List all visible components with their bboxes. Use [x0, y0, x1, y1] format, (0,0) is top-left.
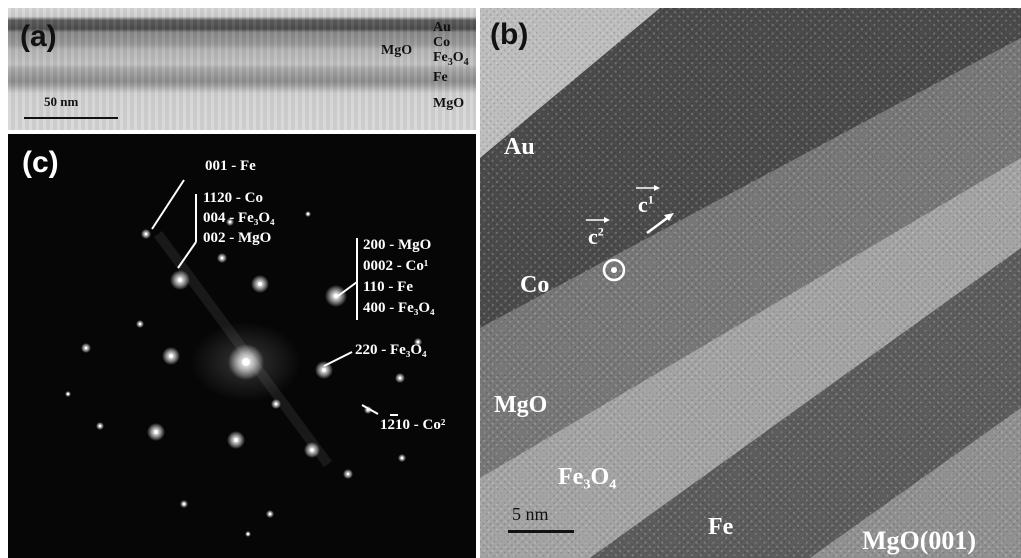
overbar-1: [390, 414, 398, 416]
layer-label-mgo-bottom: MgO: [433, 96, 465, 111]
scale-bar-b: [508, 530, 574, 533]
diffraction-spot-core: [66, 392, 70, 396]
layer-label-fe: Fe: [433, 70, 448, 85]
out-of-plane-symbol-dot: [611, 267, 617, 273]
annotation-g2-line-2: 004 - Fe₃O₄: [203, 210, 275, 226]
diffraction-spot-core: [333, 293, 339, 299]
leader-line-fe001: [151, 179, 185, 230]
leader-line-g3: [337, 281, 358, 297]
arrow-c1-line: [646, 214, 671, 235]
diffraction-spot-core: [346, 472, 350, 476]
annotation-co2: 1210 - Co²: [380, 417, 446, 433]
c2-overarrow-head: [604, 217, 610, 223]
leader-line-g5: [361, 404, 379, 415]
diffraction-spot-core: [242, 358, 250, 366]
layer-label-co: Co: [433, 35, 451, 50]
annotation-g3-line-4: 400 - Fe₃O₄: [363, 300, 435, 316]
panel-a-letter: (a): [20, 20, 57, 53]
diffraction-spot-core: [182, 502, 186, 506]
layer-label-substrate: MgO(001): [862, 526, 977, 555]
layer-label-mgo-top: MgO: [381, 43, 413, 58]
annotation-g3-line-2: 0002 - Co¹: [363, 258, 429, 274]
layer-label-au: Au: [504, 134, 535, 160]
layer-label-fe3o4: Fe3O4: [433, 50, 469, 68]
diffraction-spot-core: [258, 282, 262, 286]
arrow-c1-head: [664, 213, 674, 221]
annotation-g2-line-3: 002 - MgO: [203, 230, 272, 246]
layer-label-fe3o4: Fe₃O₄: [558, 464, 617, 490]
annotation-fe3o4-220: 220 - Fe₃O₄: [355, 342, 427, 358]
hrtem-image: [480, 8, 1021, 558]
scale-bar-a: [24, 117, 118, 119]
diffraction-spot-core: [416, 340, 420, 344]
diffraction-spot-core: [84, 346, 88, 350]
scale-bar-label-a: 50 nm: [44, 94, 79, 109]
diffraction-spot-core: [154, 430, 158, 434]
diffraction-spot-core: [306, 212, 310, 216]
c1-overarrow-head: [654, 185, 660, 191]
diffraction-spot-core: [268, 512, 272, 516]
diffraction-spot-core: [234, 438, 238, 442]
diffraction-spot-core: [400, 456, 404, 460]
diffraction-spot-core: [169, 354, 173, 358]
out-of-plane-symbol-ring: [602, 258, 626, 282]
diffraction-spot-core: [310, 448, 314, 452]
diffraction-spot-core: [398, 376, 402, 380]
annotation-g3-line-1: 200 - MgO: [363, 237, 432, 253]
annotation-g2-line-1: 1120 - Co: [203, 190, 263, 206]
panel-a-cross-section: (a) Au Co MgO Fe3O4 Fe MgO 50 nm: [8, 8, 476, 130]
layer-label-fe: Fe: [708, 514, 734, 540]
panel-c-letter: (c): [22, 146, 59, 179]
lattice-overlay-2: [480, 8, 1021, 558]
panel-b-letter: (b): [490, 18, 529, 51]
diffraction-spot-core: [220, 256, 224, 260]
diffraction-spot-core: [246, 532, 250, 536]
scale-bar-label-b: 5 nm: [512, 504, 549, 524]
diffraction-spots: [65, 211, 422, 537]
panel-b-hrtem: (b) Au Co MgO Fe₃O₄ Fe MgO(001) c1 c2 5 …: [480, 8, 1021, 558]
diffraction-spot-core: [322, 368, 326, 372]
diffraction-pattern: [65, 179, 422, 537]
diffraction-spot-core: [177, 277, 183, 283]
panel-c-diffraction: (c) 001 - Fe 1120 - Co 004 - Fe₃O₄ 002 -…: [8, 134, 476, 558]
leader-line-g2: [177, 241, 197, 269]
diffraction-spot-core: [98, 424, 102, 428]
vector-label-c1: c1: [638, 192, 654, 217]
layer-label-co: Co: [520, 272, 550, 298]
layer-label-mgo: MgO: [494, 392, 548, 418]
diffraction-spot-core: [228, 220, 232, 224]
vector-label-c2: c2: [588, 224, 604, 249]
annotation-fe001: 001 - Fe: [205, 158, 256, 174]
diffraction-spot-core: [144, 232, 148, 236]
annotation-g3-line-3: 110 - Fe: [363, 279, 413, 295]
diffraction-spot-core: [274, 402, 278, 406]
diffraction-spot-core: [138, 322, 142, 326]
leader-line-g4: [323, 351, 353, 367]
layer-label-au: Au: [433, 20, 451, 35]
